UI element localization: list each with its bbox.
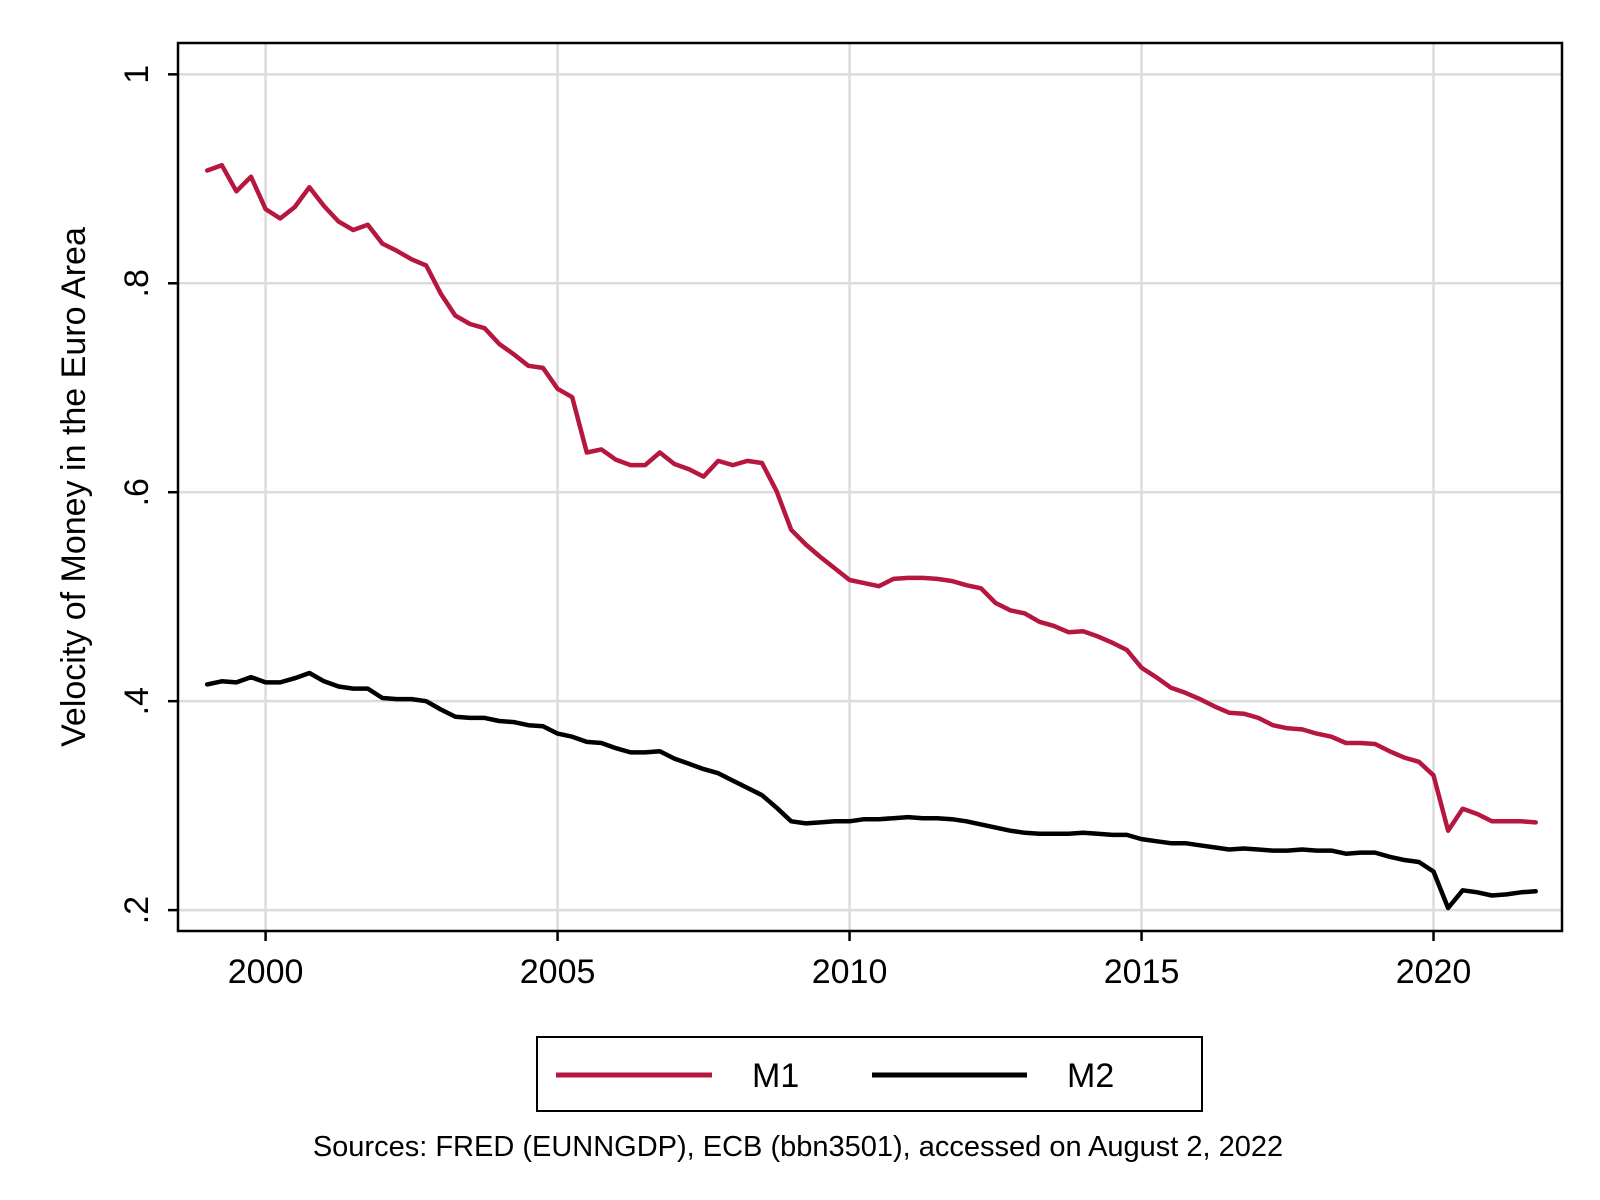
x-tick-label: 2010 — [812, 953, 888, 991]
series-line-m2 — [204, 670, 1538, 911]
y-tick-label: .8 — [118, 269, 156, 297]
x-tick-label: 2015 — [1104, 953, 1180, 991]
y-tick-label: .6 — [118, 478, 156, 506]
x-tick-label: 2000 — [228, 953, 304, 991]
x-tick-label: 2005 — [520, 953, 596, 991]
y-axis: .2 .4 .6 .8 1 — [118, 65, 178, 924]
source-note: Sources: FRED (EUNNGDP), ECB (bbn3501), … — [313, 1131, 1283, 1163]
x-axis: 2000 2005 2010 2015 2020 — [228, 931, 1472, 991]
series-lines — [204, 162, 1538, 911]
plot-frame — [176, 41, 1564, 933]
x-tick-label: 2020 — [1396, 953, 1472, 991]
legend-label-m1: M1 — [752, 1057, 799, 1095]
y-axis-title: Velocity of Money in the Euro Area — [55, 227, 93, 747]
y-tick-label: .4 — [118, 687, 156, 715]
legend-label-m2: M2 — [1067, 1057, 1114, 1095]
legend: M1 M2 — [536, 1036, 1203, 1112]
y-tick-label: 1 — [118, 65, 156, 84]
gridlines — [178, 43, 1562, 931]
series-line-m1 — [204, 162, 1538, 833]
y-tick-label: .2 — [118, 896, 156, 924]
